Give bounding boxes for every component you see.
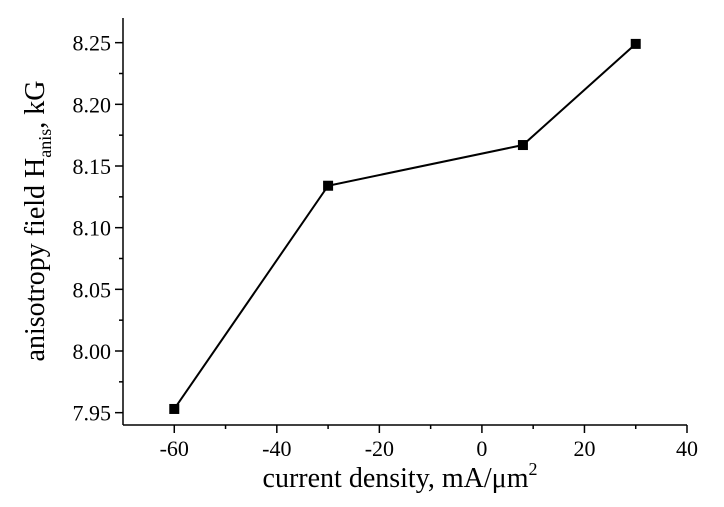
y-tick-label: 8.10 bbox=[73, 216, 112, 241]
y-axis-ticks: 7.95 8.00 8.05 8.10 8.15 8.20 8.25 bbox=[73, 31, 123, 426]
data-point bbox=[323, 180, 334, 191]
x-tick-label: -20 bbox=[365, 436, 394, 461]
x-axis-title-mu: μ bbox=[492, 463, 507, 494]
y-tick-label: 8.00 bbox=[73, 339, 112, 364]
x-tick-label: 40 bbox=[676, 436, 698, 461]
series-layer bbox=[169, 38, 641, 414]
data-point bbox=[169, 403, 180, 414]
series-line bbox=[173, 43, 637, 410]
y-tick-label: 8.25 bbox=[73, 31, 112, 56]
x-tick-label: -40 bbox=[262, 436, 291, 461]
x-axis-title-unit: m bbox=[507, 463, 529, 494]
data-point bbox=[630, 38, 641, 49]
x-axis-title: current density, mA/μm2 bbox=[263, 459, 538, 494]
x-axis-title-sup: 2 bbox=[528, 459, 537, 479]
x-tick-label: 20 bbox=[573, 436, 595, 461]
x-axis-ticks: -60 -40 -20 0 20 40 bbox=[160, 425, 698, 461]
x-tick-label: 0 bbox=[476, 436, 487, 461]
y-axis-title: anisotropy field Hanis, kG bbox=[20, 81, 55, 362]
y-axis-title-suffix: , kG bbox=[20, 81, 51, 129]
y-tick-label: 8.20 bbox=[73, 92, 112, 117]
y-tick-label: 8.15 bbox=[73, 154, 112, 179]
x-tick-label: -60 bbox=[160, 436, 189, 461]
x-axis-title-text: current density, mA/ bbox=[263, 463, 492, 494]
y-tick-label: 7.95 bbox=[73, 401, 112, 426]
data-point bbox=[517, 140, 528, 151]
plot-area: -60 -40 -20 0 20 40 7.95 8.00 8.05 8.10 8.15 8.20 8… bbox=[73, 18, 698, 461]
y-tick-label: 8.05 bbox=[73, 277, 112, 302]
y-axis-title-text: anisotropy field H bbox=[20, 158, 51, 362]
y-axis-title-sub: anis bbox=[35, 129, 55, 158]
